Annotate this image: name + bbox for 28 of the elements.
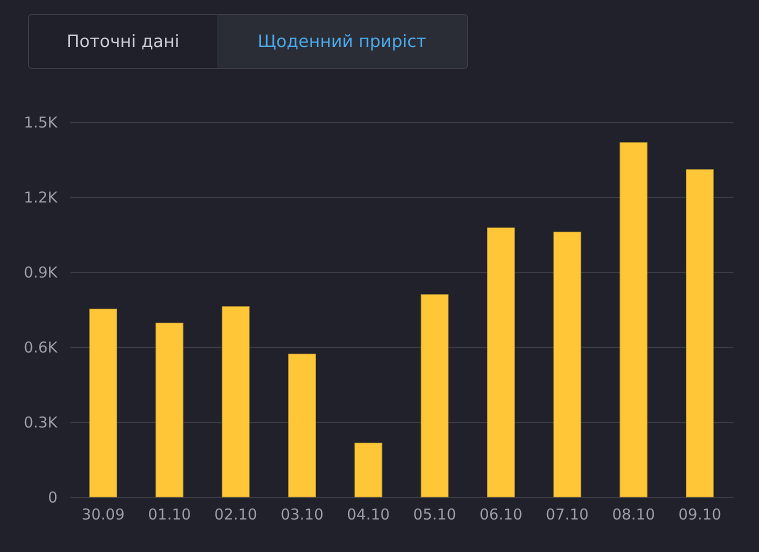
bar — [89, 308, 118, 498]
x-tick-label: 07.10 — [546, 506, 589, 524]
bar — [553, 232, 582, 498]
bar — [487, 227, 515, 498]
bar — [222, 306, 250, 498]
y-tick-label: 1.5K — [24, 114, 59, 132]
x-tick-label: 02.10 — [214, 506, 258, 524]
bar — [354, 442, 382, 498]
y-tick-label: 1.2K — [24, 188, 59, 206]
x-tick-label: 08.10 — [612, 506, 656, 524]
y-tick-label: 0 — [48, 488, 58, 506]
text: Поточні дані — [29, 15, 217, 68]
x-tick-label: 03.10 — [280, 506, 324, 524]
bar — [156, 322, 184, 498]
y-tick-label: 0.3K — [24, 414, 59, 432]
x-tick-label: 30.09 — [82, 506, 125, 524]
x-tick-label: 01.10 — [148, 506, 191, 524]
x-tick-label: 05.10 — [413, 506, 456, 524]
y-tick-label: 0.6K — [24, 338, 59, 356]
bar — [620, 142, 648, 498]
x-tick-label: 09.10 — [678, 506, 722, 524]
x-tick-label: 06.10 — [479, 506, 522, 524]
bar — [686, 169, 714, 498]
y-tick-label: 0.9K — [24, 264, 59, 282]
bar — [288, 354, 316, 498]
text: Щоденний приріст — [217, 15, 467, 68]
x-tick-label: 04.10 — [346, 506, 390, 524]
bar — [420, 294, 449, 498]
